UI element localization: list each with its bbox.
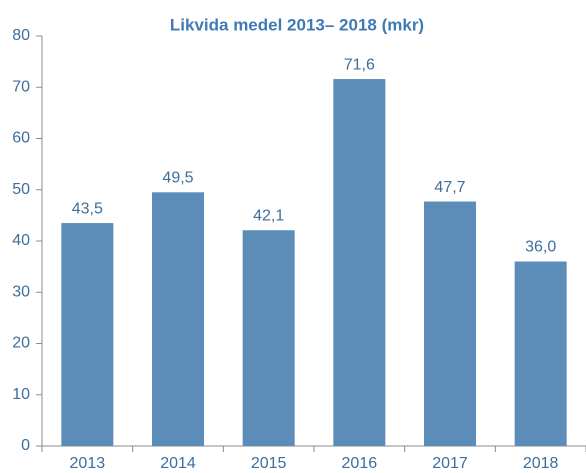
y-tick-label: 40 <box>12 232 30 249</box>
bar <box>61 223 114 446</box>
x-tick-label: 2018 <box>523 455 559 472</box>
x-tick-label: 2014 <box>160 455 196 472</box>
x-tick-label: 2017 <box>432 455 468 472</box>
x-tick-label: 2013 <box>70 455 106 472</box>
value-label: 36,0 <box>525 239 556 256</box>
value-label: 47,7 <box>434 179 465 196</box>
y-tick-label: 20 <box>12 335 30 352</box>
bar <box>424 201 476 446</box>
x-tick-label: 2016 <box>342 455 378 472</box>
y-tick-label: 0 <box>21 437 30 454</box>
value-label: 49,5 <box>162 170 193 187</box>
value-label: 71,6 <box>344 56 375 73</box>
chart-title: Likvida medel 2013– 2018 (mkr) <box>170 15 424 34</box>
bar <box>152 192 204 446</box>
value-label: 42,1 <box>253 207 284 224</box>
y-tick-label: 60 <box>12 130 30 147</box>
bar <box>514 261 567 446</box>
y-tick-label: 70 <box>12 78 30 95</box>
bar <box>242 230 295 446</box>
y-tick-label: 30 <box>12 283 30 300</box>
y-tick-label: 80 <box>12 27 30 44</box>
value-label: 43,5 <box>72 200 103 217</box>
y-tick-label: 50 <box>12 181 30 198</box>
x-tick-label: 2015 <box>251 455 287 472</box>
bar <box>333 79 386 447</box>
y-tick-label: 10 <box>12 386 30 403</box>
